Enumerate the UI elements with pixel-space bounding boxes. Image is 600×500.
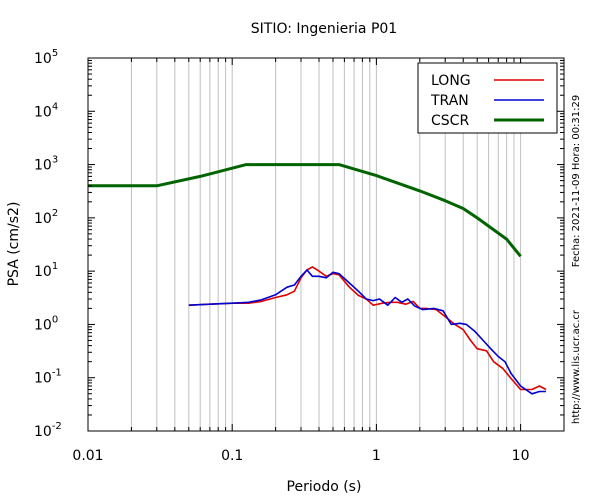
series-lines <box>88 163 547 395</box>
chart-title: SITIO: Ingenieria P01 <box>251 21 397 37</box>
y-tick-label: 100 <box>34 314 58 333</box>
y-axis-label: PSA (cm/s2) <box>6 202 22 287</box>
x-tick-label: 0.01 <box>72 448 103 464</box>
date-time-annotation: Fecha: 2021-11-09 Hora: 00:31:29 <box>571 95 582 268</box>
legend-label-tran: TRAN <box>430 93 469 109</box>
x-tick-label: 10 <box>512 448 530 464</box>
plot-frame <box>87 57 565 432</box>
x-axis-label: Periodo (s) <box>287 479 362 495</box>
series-line-cscr <box>88 163 522 258</box>
y-tick-label: 103 <box>34 155 58 174</box>
y-tick-label: 10-1 <box>34 368 62 387</box>
y-tick-label: 10-2 <box>34 421 62 440</box>
legend-label-long: LONG <box>431 73 471 89</box>
series-line-tran <box>188 269 546 395</box>
series-line-long <box>188 266 547 391</box>
legend-label-cscr: CSCR <box>431 113 469 129</box>
x-tick-label: 0.1 <box>221 448 243 464</box>
y-tick-label: 105 <box>34 48 58 67</box>
y-tick-label: 101 <box>34 261 58 280</box>
x-tick-label: 1 <box>372 448 381 464</box>
legend: LONG TRAN CSCR <box>417 62 558 134</box>
y-tick-label: 104 <box>34 101 58 120</box>
url-annotation: http://www.lis.ucr.ac.cr <box>571 309 582 424</box>
y-tick-label: 102 <box>34 208 58 227</box>
grid-lines <box>130 58 522 431</box>
axis-ticks: 0.01 0.1 1 10 10-2 10-1 100 101 102 103 104 105 <box>34 48 565 464</box>
